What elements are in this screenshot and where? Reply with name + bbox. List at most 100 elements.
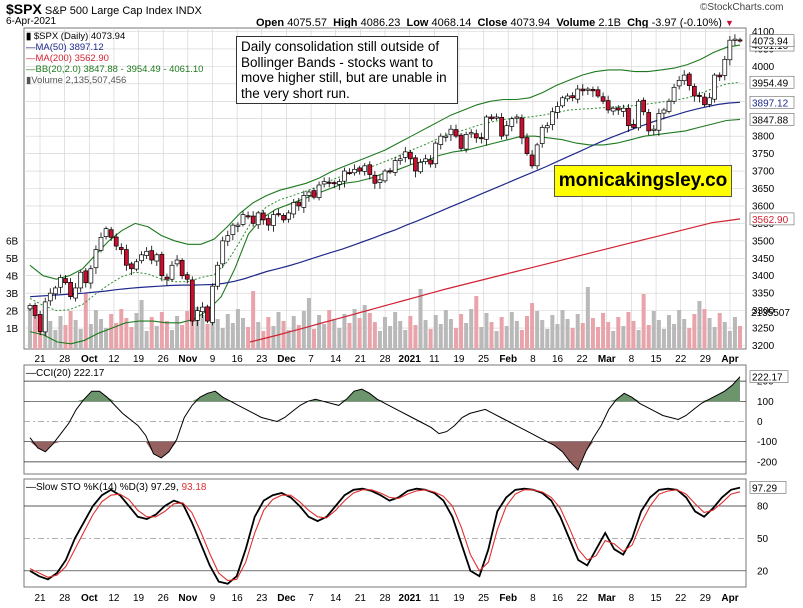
candle-body [641,99,646,113]
volume-tick-label: 6B [6,237,19,248]
volume-bar [667,315,671,349]
candle-body [555,106,560,113]
chart-date: 6-Apr-2021 [6,16,57,27]
bb-mid-line [29,81,741,312]
candle-body [377,179,383,183]
index-name: S&P 500 Large Cap Index [44,5,173,17]
panel-frame [23,364,747,475]
time-axis-label: 28 [59,354,71,365]
candle-body [681,74,687,82]
time-axis-label: 21 [34,354,46,365]
time-axis-label: 25 [478,354,490,365]
volume-bar [530,303,535,349]
volume-bar [565,319,570,349]
volume-bar [560,310,565,349]
volume-bar [469,309,474,349]
time-axis-label: Dec [277,354,296,365]
volume-bar [474,296,479,349]
volume-bar [443,310,448,349]
chart-symbol-row: $SPX S&P 500 Large Cap Index INDX [6,1,202,17]
time-axis-label: 8 [530,354,536,365]
time-axis-label: Apr [721,593,738,604]
candle-body [235,224,241,227]
candle-body [499,116,504,137]
time-axis-label: 29 [700,354,712,365]
time-axis-label: 21 [355,593,367,604]
volume-bar [585,287,590,349]
time-axis-label: 16 [232,354,244,365]
volume-bar [697,301,702,349]
volume-bar [383,317,387,349]
time-axis-label: 16 [232,593,244,604]
candle-body [636,100,641,129]
candle-body [215,264,220,287]
volume-bar [464,323,469,349]
candle-body [83,270,89,284]
volume-bar [661,329,666,349]
candle-body [88,268,94,284]
candle-body [352,168,357,174]
candle-body [514,116,520,119]
volume-bar [271,326,276,349]
ma50-line [29,101,741,298]
candle-body [240,214,246,225]
close-value: 4073.94 [510,17,551,29]
price-tick-label: 4100 [752,27,775,38]
candle-body [621,107,626,112]
volume-bar [210,310,215,349]
volume-bar [230,323,235,349]
volume-bar [342,314,347,349]
volume-bar [423,320,428,349]
volume-bar [48,321,53,349]
volume-bar [575,314,580,349]
sto-k-line [29,486,741,585]
volume-bar [489,322,494,349]
volume-bar [83,293,88,349]
candle-body [113,236,119,247]
volume-bar [28,309,32,349]
volume-bar [555,324,560,349]
ohlc-row: Open 4075.57 High 4086.23 Low 4068.14 Cl… [256,17,734,29]
volume-bar [545,329,550,349]
candle-body [423,158,428,162]
volume-bar [281,321,286,349]
volume-bar [377,331,382,349]
candle-body [631,123,636,128]
volume-bar [139,300,144,349]
volume-bar [246,327,251,349]
candle-body [550,111,555,125]
candle-body [458,134,464,149]
candle-body [42,301,48,333]
volume-bar [433,315,438,349]
volume-bar [215,319,220,349]
volume-bar [352,309,357,349]
candle-body [737,39,743,42]
volume-bar [225,314,230,349]
time-axis-label: 28 [379,354,391,365]
candle-body [692,85,697,97]
volume-bar [616,317,621,349]
volume-bar [63,325,68,349]
price-legend: ▮ $SPX (Daily) 4073.94 —MA(50) 3897.12 —… [26,31,203,86]
candle-body [291,202,297,215]
candle-body [489,116,494,120]
candle-body [271,214,276,226]
volume-bar [677,310,682,349]
open-value: 4075.57 [287,17,327,29]
volume-bar [656,320,661,349]
volume-tick-label: 3B [6,289,19,300]
candle-body [666,100,672,112]
volume-bar [408,316,413,349]
volume-bar [180,325,185,349]
time-axis-label: Nov [178,593,197,604]
time-axis-label: 16 [552,354,564,365]
change-value: -3.97 (-0.10%) [651,17,722,29]
legend-ma200: —MA(200) 3562.90 [26,53,109,64]
candle-body [32,305,38,317]
candle-body [311,190,317,198]
line-legend-icon: — [26,64,36,75]
last-price-tag-box [749,34,795,47]
volume-bar [722,322,727,349]
volume-bar [129,327,134,349]
volume-bar [732,317,737,349]
